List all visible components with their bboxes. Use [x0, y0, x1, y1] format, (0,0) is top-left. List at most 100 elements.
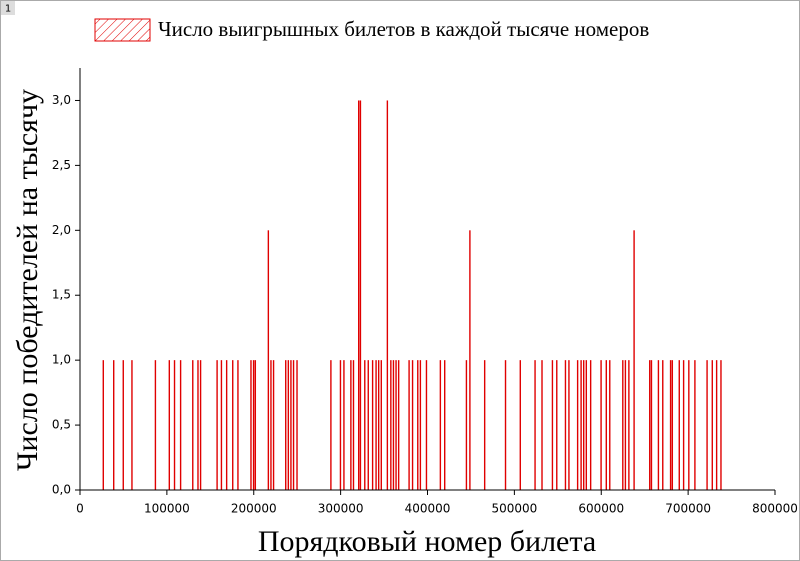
bar — [657, 360, 660, 490]
bar — [350, 360, 352, 490]
y-tick-label: 0,5 — [52, 418, 71, 432]
bar — [568, 360, 570, 490]
bar — [367, 360, 369, 490]
bar — [290, 360, 292, 490]
bar — [173, 360, 176, 490]
bar — [585, 360, 588, 490]
bar — [154, 360, 157, 490]
bar — [706, 360, 708, 490]
bar — [662, 360, 664, 490]
panel-tag — [1, 1, 15, 15]
bar — [220, 360, 223, 490]
y-tick-label: 1,5 — [52, 288, 71, 302]
x-tick-label: 300000 — [318, 502, 364, 516]
bar — [122, 360, 124, 490]
bar — [339, 360, 342, 490]
legend-label: Число выигрышных билетов в каждой тысяче… — [158, 17, 649, 41]
bar — [352, 360, 355, 490]
bar — [237, 360, 239, 490]
bar — [688, 360, 690, 490]
y-tick-label: 2,5 — [52, 158, 71, 172]
bar — [411, 360, 414, 490]
y-tick-label: 3,0 — [52, 93, 71, 107]
y-tick-label: 1,0 — [52, 353, 71, 367]
bar — [287, 360, 290, 490]
bar — [556, 360, 558, 490]
bar — [254, 360, 257, 490]
bar — [199, 360, 202, 490]
bar — [633, 230, 635, 491]
bar — [576, 360, 579, 490]
bar — [583, 360, 585, 490]
bar — [392, 360, 395, 490]
bar — [285, 360, 287, 490]
bar — [589, 360, 592, 490]
bar — [628, 360, 630, 490]
bar — [225, 360, 228, 490]
bar — [113, 360, 115, 490]
bar — [386, 100, 389, 490]
bar — [343, 360, 345, 490]
bar — [377, 360, 380, 490]
bar — [671, 360, 674, 490]
y-tick-label: 2,0 — [52, 223, 71, 237]
bar — [397, 360, 400, 490]
bar — [609, 360, 611, 490]
bar — [330, 360, 332, 490]
bar — [624, 360, 627, 490]
bar — [605, 360, 607, 490]
bar — [179, 360, 182, 490]
x-tick-label: 500000 — [491, 502, 537, 516]
bar — [168, 360, 171, 490]
bar — [534, 360, 536, 490]
bar — [425, 360, 428, 490]
bar — [197, 360, 199, 490]
bar — [364, 360, 366, 490]
bar — [216, 360, 218, 490]
bar — [359, 100, 362, 490]
bar — [408, 360, 410, 490]
bar — [390, 360, 392, 490]
bar — [192, 360, 194, 490]
bar — [252, 360, 255, 490]
bar — [669, 360, 672, 490]
bar — [439, 360, 442, 490]
x-tick-label: 400000 — [405, 502, 451, 516]
bar — [483, 360, 486, 490]
x-tick-label: 700000 — [665, 502, 711, 516]
bar — [380, 360, 382, 490]
bar — [720, 360, 722, 490]
x-axis-label: Порядковый номер билета — [258, 525, 596, 558]
bar — [465, 360, 468, 490]
bar — [292, 360, 295, 490]
x-tick-label: 600000 — [578, 502, 624, 516]
bar — [272, 360, 275, 490]
x-tick-label: 200000 — [231, 502, 277, 516]
bar — [469, 230, 471, 491]
bar — [504, 360, 507, 490]
bar — [395, 360, 397, 490]
bar — [270, 360, 272, 490]
bar — [102, 360, 104, 490]
bar — [678, 360, 680, 490]
bar — [580, 360, 582, 490]
bar — [711, 360, 713, 490]
x-tick-label: 800000 — [752, 502, 798, 516]
bar — [444, 360, 446, 490]
legend-swatch — [94, 18, 151, 42]
bar — [131, 360, 133, 490]
bar — [600, 360, 602, 490]
y-tick-label: 0,0 — [52, 483, 71, 497]
bar — [419, 360, 422, 490]
panel-label: 1 — [5, 4, 11, 15]
bar — [296, 360, 298, 490]
bar — [375, 360, 377, 490]
bar — [358, 100, 360, 490]
bar — [649, 360, 651, 490]
bar — [650, 360, 653, 490]
bar — [371, 360, 374, 490]
y-axis-label: Число победителей на тысячу — [11, 89, 44, 471]
